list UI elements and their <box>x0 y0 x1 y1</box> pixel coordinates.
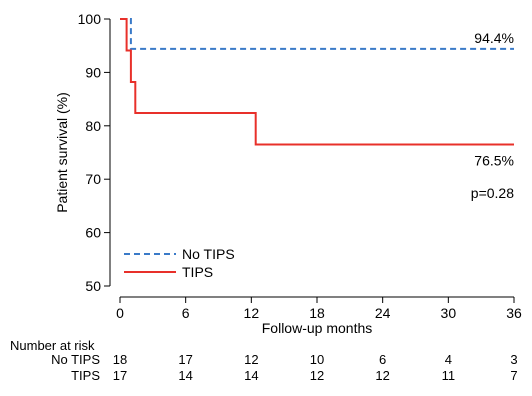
legend: No TIPS TIPS <box>124 246 235 280</box>
series-line-tips <box>120 18 514 146</box>
y-tick-label: 50 <box>85 278 101 294</box>
x-tick-label: 18 <box>309 305 325 321</box>
risk-row-label: TIPS <box>71 368 100 383</box>
risk-value: 17 <box>113 368 127 383</box>
y-axis-title: Patient survival (%) <box>54 92 70 213</box>
y-tick-label: 100 <box>78 11 102 27</box>
series-layer <box>120 18 514 146</box>
x-tick-label: 24 <box>375 305 391 321</box>
risk-value: 12 <box>375 368 389 383</box>
risk-table-title: Number at risk <box>10 338 95 353</box>
risk-value: 18 <box>113 352 127 367</box>
series-line-no-tips <box>120 18 514 50</box>
risk-value: 3 <box>510 352 517 367</box>
risk-value: 14 <box>178 368 192 383</box>
x-axis-title: Follow-up months <box>262 320 373 336</box>
y-tick-label: 60 <box>85 225 101 241</box>
x-tick-label: 30 <box>441 305 457 321</box>
risk-value: 7 <box>510 368 517 383</box>
y-tick-label: 70 <box>85 171 101 187</box>
labels-layer: 94.4% 76.5% p=0.28 <box>471 30 514 201</box>
p-value-annotation: p=0.28 <box>471 185 514 201</box>
risk-row-label: No TIPS <box>51 352 100 367</box>
risk-value: 6 <box>379 352 386 367</box>
x-tick-label: 0 <box>116 305 124 321</box>
x-tick-label: 6 <box>182 305 190 321</box>
end-label-no-tips: 94.4% <box>474 30 514 46</box>
risk-value: 11 <box>442 368 456 383</box>
legend-label-no-tips: No TIPS <box>182 246 235 262</box>
risk-value: 17 <box>178 352 192 367</box>
risk-value: 4 <box>445 352 452 367</box>
x-tick-label: 12 <box>244 305 260 321</box>
risk-value: 12 <box>310 368 324 383</box>
risk-value: 10 <box>310 352 324 367</box>
axes: 50 60 70 80 90 100 Patient survival (%) 0 6 12 18 2… <box>54 11 522 336</box>
end-label-tips: 76.5% <box>474 152 514 168</box>
legend-label-tips: TIPS <box>182 264 213 280</box>
risk-value: 12 <box>244 352 258 367</box>
y-tick-label: 80 <box>85 118 101 134</box>
y-tick-label: 90 <box>85 64 101 80</box>
x-tick-label: 36 <box>506 305 522 321</box>
risk-value: 14 <box>244 368 258 383</box>
